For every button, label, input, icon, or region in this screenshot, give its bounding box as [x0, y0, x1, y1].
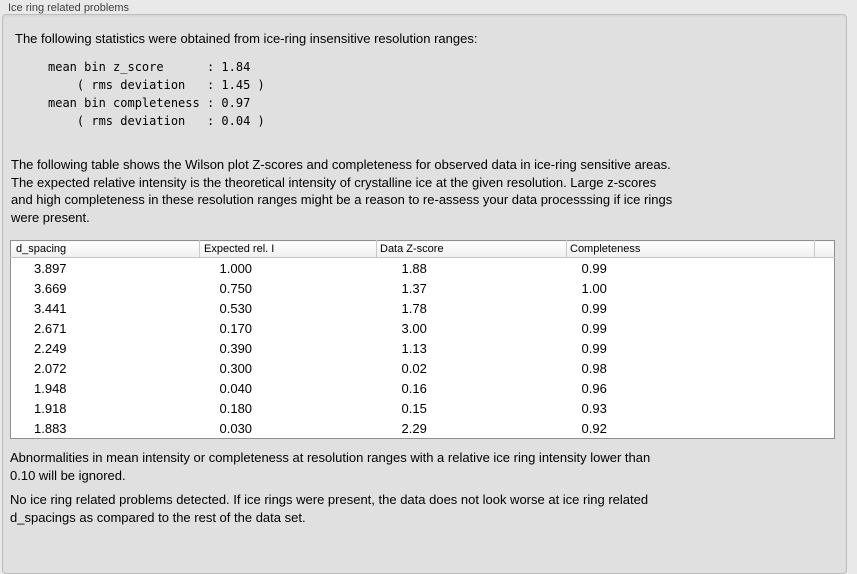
column-header[interactable]: Expected rel. I [199, 240, 377, 258]
table-cell-filler [815, 358, 835, 378]
group-box-title: Ice ring related problems [8, 2, 130, 14]
table-cell: 0.170 [219, 320, 253, 336]
table-cell: 2.671 [34, 320, 67, 336]
table-cell-filler [815, 418, 835, 439]
table-header: d_spacing Expected rel. I Data Z-score Comp… [10, 240, 835, 258]
table-row[interactable]: 3.897 1.000 1.88 0.99 [11, 258, 835, 279]
table-cell-filler [815, 278, 835, 298]
table-cell: 0.99 [581, 300, 607, 316]
table-cell: 2.249 [34, 340, 67, 356]
table-cell: 0.390 [219, 340, 253, 356]
table-cell: 0.300 [219, 360, 253, 376]
table-cell: 1.37 [401, 280, 427, 296]
table-cell: 1.948 [34, 380, 67, 396]
table-body: 3.897 1.000 1.88 0.99 3.669 0.750 1.37 1.00 3.44… [11, 258, 835, 439]
table-row[interactable]: 2.249 0.390 1.13 0.99 [11, 338, 835, 358]
column-header[interactable]: d_spacing [10, 240, 200, 258]
table-cell: 0.15 [401, 400, 427, 416]
table-cell: 1.88 [401, 260, 427, 276]
table-cell: 0.92 [581, 420, 607, 436]
column-header-filler [814, 240, 835, 258]
table-row[interactable]: 1.918 0.180 0.15 0.93 [11, 398, 835, 418]
table-cell: 1.00 [581, 280, 607, 296]
table-cell: 0.16 [401, 380, 427, 396]
table-cell: 0.98 [581, 360, 607, 376]
summary-statistics-text: mean bin z_score : 1.84 ( rms deviation … [48, 60, 265, 128]
table-row[interactable]: 3.669 0.750 1.37 1.00 [11, 278, 835, 298]
table-cell: 2.072 [34, 360, 67, 376]
table-cell-filler [815, 398, 835, 418]
table-cell-filler [815, 258, 835, 279]
table-cell: 3.00 [401, 320, 427, 336]
table-cell: 0.750 [219, 280, 253, 296]
column-header[interactable]: Data Z-score [376, 240, 567, 258]
table-cell: 0.99 [581, 320, 607, 336]
ignore-threshold-paragraph: Abnormalities in mean intensity or compl… [10, 450, 651, 483]
intro-paragraph: The following statistics were obtained f… [15, 31, 478, 46]
table-cell: 1.13 [401, 340, 427, 356]
table-row[interactable]: 2.671 0.170 3.00 0.99 [11, 318, 835, 338]
table-row[interactable]: 3.441 0.530 1.78 0.99 [11, 298, 835, 318]
table-cell: 2.29 [401, 420, 427, 436]
table-cell-filler [815, 318, 835, 338]
table-cell: 0.96 [581, 380, 607, 396]
table-cell: 0.530 [219, 300, 253, 316]
table-cell: 1.918 [34, 400, 67, 416]
table-cell: 3.669 [34, 280, 67, 296]
column-header[interactable]: Completeness [566, 240, 815, 258]
table-cell: 0.02 [401, 360, 427, 376]
table-row[interactable]: 2.072 0.300 0.02 0.98 [11, 358, 835, 378]
table-cell: 3.441 [34, 300, 67, 316]
table-cell-filler [815, 298, 835, 318]
table-cell-filler [815, 378, 835, 398]
table-cell: 0.99 [581, 340, 607, 356]
table-cell: 0.040 [219, 380, 253, 396]
table-row[interactable]: 1.883 0.030 2.29 0.92 [11, 418, 835, 439]
table-row[interactable]: 1.948 0.040 0.16 0.96 [11, 378, 835, 398]
table-cell-filler [815, 338, 835, 358]
table-cell: 1.883 [34, 420, 67, 436]
ice-ring-table: d_spacing Expected rel. I Data Z-score Comp… [10, 240, 835, 439]
table-cell: 0.99 [581, 260, 607, 276]
table-cell: 1.78 [401, 300, 427, 316]
table-cell: 3.897 [34, 260, 67, 276]
table-header-row: d_spacing Expected rel. I Data Z-score Comp… [10, 240, 835, 258]
conclusion-paragraph: No ice ring related problems detected. I… [10, 492, 649, 525]
table-cell: 0.030 [219, 420, 253, 436]
table-cell: 0.93 [581, 400, 607, 416]
table-cell: 0.180 [219, 400, 253, 416]
table-cell: 1.000 [219, 260, 253, 276]
table-description-paragraph: The following table shows the Wilson plo… [11, 157, 673, 225]
